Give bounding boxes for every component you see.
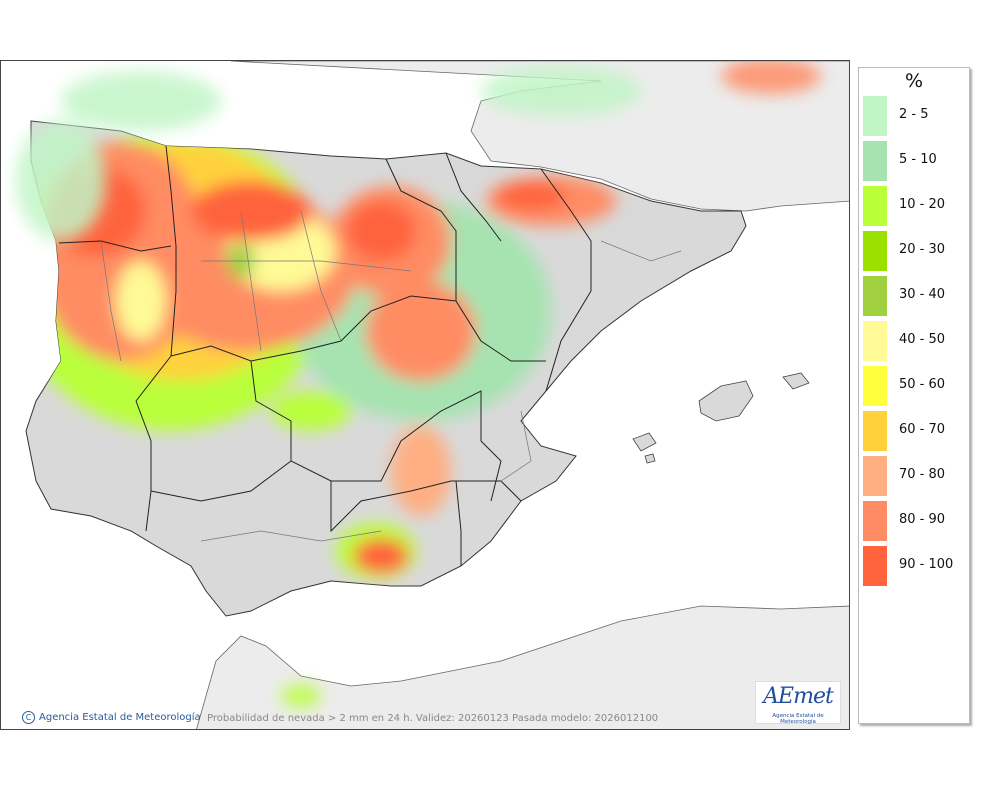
province-border xyxy=(240,210,262,352)
map-caption: Probabilidad de nevada > 2 mm en 24 h. V… xyxy=(207,713,659,724)
region-border xyxy=(445,152,502,242)
legend-label: 40 - 50 xyxy=(899,332,946,347)
legend-swatch xyxy=(863,366,887,406)
legend-item: 50 - 60 xyxy=(863,366,967,406)
legend-item: 5 - 10 xyxy=(863,141,967,181)
region-border xyxy=(135,400,152,532)
province-border xyxy=(201,260,412,272)
legend-swatch xyxy=(863,276,887,316)
region-border xyxy=(150,460,292,502)
aemet-logo: AEmet Agencia Estatal de Meteorología xyxy=(755,681,841,725)
province-border xyxy=(200,530,382,542)
legend-swatch xyxy=(863,141,887,181)
region-border xyxy=(385,158,457,301)
legend-item: 30 - 40 xyxy=(863,276,967,316)
formentera xyxy=(644,453,656,464)
field-10-20 xyxy=(281,684,321,708)
credit-link[interactable]: C Agencia Estatal de Meteorología xyxy=(22,711,201,724)
probability-fields xyxy=(16,61,821,708)
region-border xyxy=(455,300,546,362)
north-africa-landmass xyxy=(196,605,849,729)
legend-item: 80 - 90 xyxy=(863,501,967,541)
legend-item: 70 - 80 xyxy=(863,456,967,496)
ibiza xyxy=(632,432,657,452)
field-40-50 xyxy=(116,261,166,341)
legend-item: 90 - 100 xyxy=(863,546,967,586)
region-border xyxy=(250,360,502,502)
legend-item: 2 - 5 xyxy=(863,96,967,136)
province-border xyxy=(600,240,682,262)
legend-item: 60 - 70 xyxy=(863,411,967,451)
logo-subtitle: Agencia Estatal de Meteorología xyxy=(772,713,824,725)
mallorca xyxy=(698,380,754,422)
legend-swatch xyxy=(863,231,887,271)
legend-swatch xyxy=(863,456,887,496)
field-90-100 xyxy=(346,201,416,261)
region-border xyxy=(58,240,172,252)
region-border xyxy=(540,168,592,392)
menorca xyxy=(782,372,810,390)
legend-label: 20 - 30 xyxy=(899,242,946,257)
legend-label: 30 - 40 xyxy=(899,287,946,302)
legend: % 2 - 5 5 - 10 10 - 20 20 - 30 30 - 40 4… xyxy=(858,67,970,724)
map-canvas xyxy=(1,61,849,729)
province-border xyxy=(500,410,532,482)
copyright-icon: C xyxy=(22,711,35,724)
logo-wordmark: AEmet xyxy=(763,684,834,709)
legend-swatch xyxy=(863,186,887,226)
province-border xyxy=(300,210,342,342)
legend-label: 50 - 60 xyxy=(899,377,946,392)
field-90-100 xyxy=(353,538,409,574)
legend-label: 70 - 80 xyxy=(899,467,946,482)
province-borders xyxy=(100,210,682,542)
legend-swatch xyxy=(863,411,887,451)
field-10-20 xyxy=(271,391,351,431)
field-2-5 xyxy=(61,71,221,131)
legend-label: 10 - 20 xyxy=(899,197,946,212)
legend-label: 60 - 70 xyxy=(899,422,946,437)
province-border xyxy=(100,240,122,362)
field-80-90 xyxy=(366,281,476,381)
legend-swatch xyxy=(863,501,887,541)
legend-label: 2 - 5 xyxy=(899,107,929,122)
snow-probability-map xyxy=(0,60,850,730)
field-90-100 xyxy=(191,181,311,241)
region-border xyxy=(135,355,172,402)
field-2-5 xyxy=(16,121,106,241)
region-border xyxy=(170,295,457,362)
field-80-90 xyxy=(721,61,821,94)
field-2-5 xyxy=(481,66,641,116)
field-90-100 xyxy=(496,182,566,210)
legend-label: 80 - 90 xyxy=(899,512,946,527)
legend-item: 10 - 20 xyxy=(863,186,967,226)
credit-text: Agencia Estatal de Meteorología xyxy=(39,712,201,723)
legend-label: 90 - 100 xyxy=(899,557,954,572)
legend-item: 40 - 50 xyxy=(863,321,967,361)
legend-label: 5 - 10 xyxy=(899,152,937,167)
legend-swatch xyxy=(863,546,887,586)
legend-swatch xyxy=(863,96,887,136)
legend-unit: % xyxy=(904,70,924,92)
legend-item: 20 - 30 xyxy=(863,231,967,271)
region-border xyxy=(165,145,177,357)
region-border xyxy=(455,480,462,566)
field-70-80 xyxy=(391,426,451,516)
region-borders xyxy=(58,145,592,566)
legend-swatch xyxy=(863,321,887,361)
